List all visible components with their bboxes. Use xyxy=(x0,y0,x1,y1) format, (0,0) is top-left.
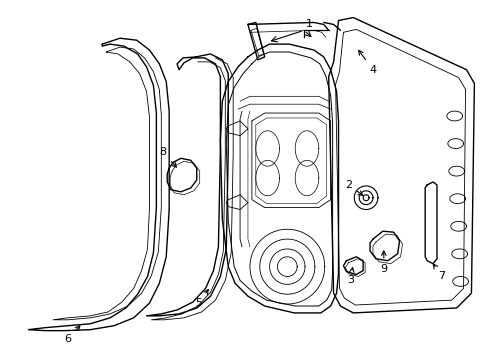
Text: 9: 9 xyxy=(380,251,386,274)
Text: 8: 8 xyxy=(160,148,176,167)
Text: 1: 1 xyxy=(305,19,312,30)
Text: 6: 6 xyxy=(64,326,80,345)
Text: 5: 5 xyxy=(195,289,208,308)
Text: 2: 2 xyxy=(344,180,362,195)
Text: 3: 3 xyxy=(346,267,353,285)
Text: 4: 4 xyxy=(358,50,376,75)
Text: 7: 7 xyxy=(432,264,445,282)
